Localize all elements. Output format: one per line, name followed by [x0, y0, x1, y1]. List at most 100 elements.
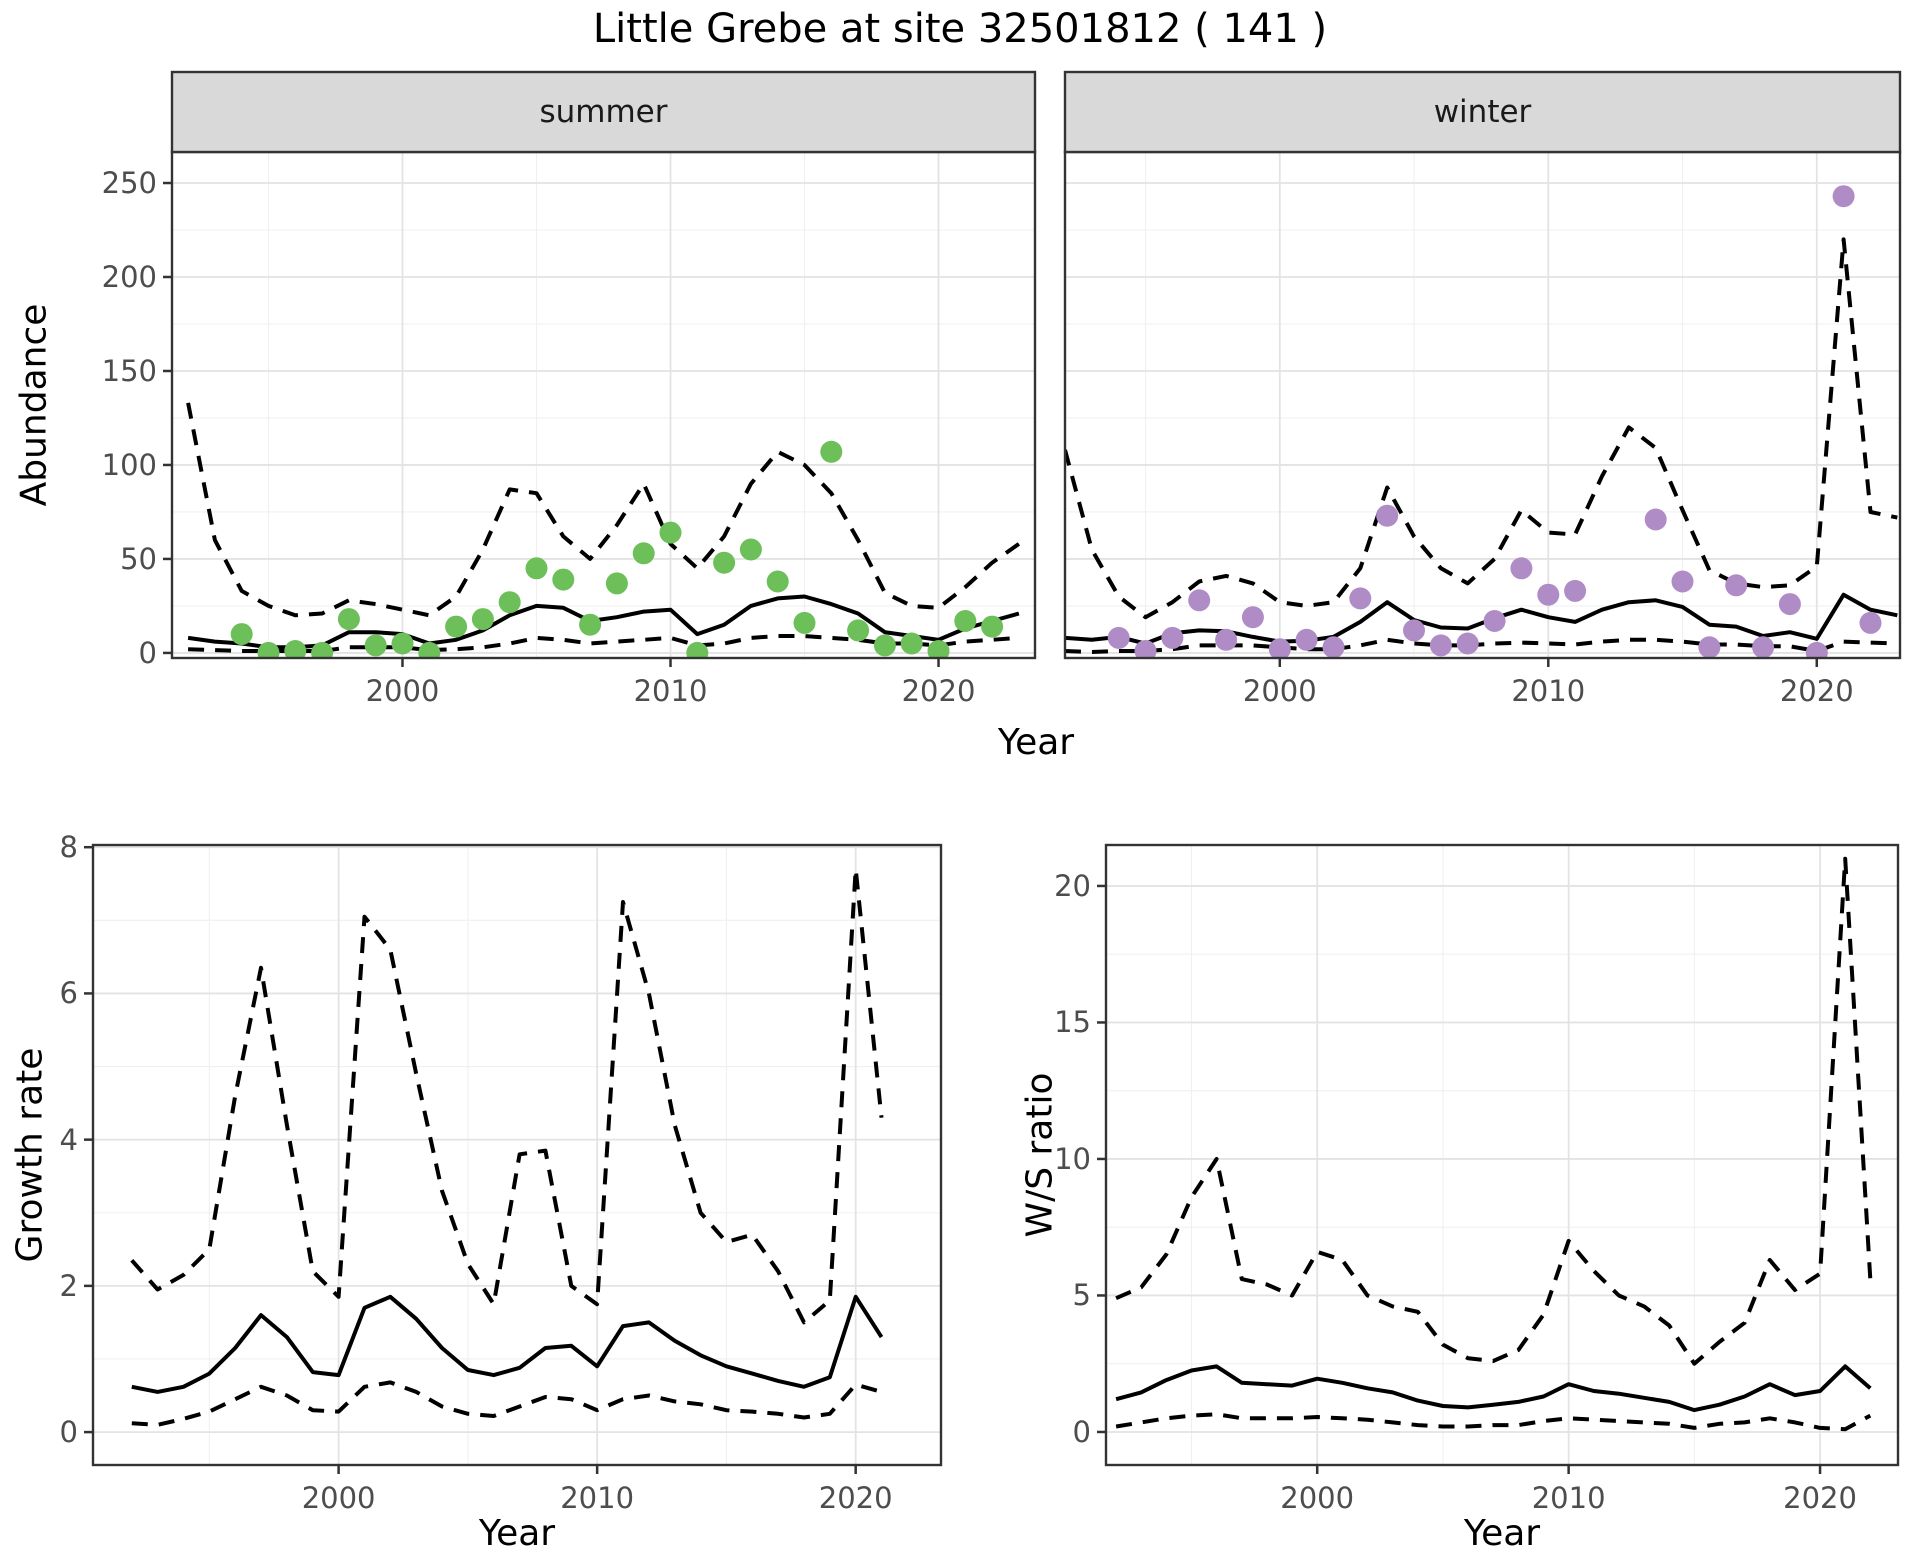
facet-strip [170, 70, 1037, 154]
ws-ratio-lower_95ci-line [1115, 1412, 1872, 1432]
abundance-summer-x-tick-2000: 2000 [365, 674, 440, 708]
abundance-summer-observed-point [605, 572, 628, 595]
growth-rate-y-tick-2: 2 [59, 1268, 78, 1303]
abundance-summer-observed-point [391, 632, 414, 655]
abundance-axis-title: Abundance [13, 303, 55, 507]
abundance-summer-observed-point [284, 640, 307, 658]
abundance-summer-observed-point [793, 611, 816, 634]
abundance-summer-strip-label: summer [539, 94, 668, 130]
abundance-summer-observed-point [632, 542, 655, 565]
abundance-summer-observed-point [337, 608, 360, 631]
abundance-winter-observed-point [1376, 504, 1399, 527]
ws-ratio-upper_95ci-line [1115, 856, 1873, 1366]
abundance-summer-observed-point [525, 557, 548, 580]
abundance-winter-observed-point [1241, 606, 1264, 629]
abundance-winter-observed-point [1322, 636, 1345, 658]
abundance-summer-y-tick-50: 50 [120, 541, 157, 576]
abundance-winter-observed-point [1671, 570, 1694, 593]
abundance-summer-y-tick-100: 100 [101, 447, 157, 482]
growth-rate-y-tick-8: 8 [59, 830, 78, 865]
abundance-winter-observed-point [1349, 587, 1372, 610]
abundance-winter-observed-point [1778, 593, 1801, 616]
abundance-summer-y-tick-150: 150 [101, 353, 157, 388]
abundance-summer-x-tick-2010: 2010 [633, 674, 708, 708]
abundance-summer-observed-point [498, 591, 521, 614]
abundance-winter-observed-point [1134, 640, 1157, 658]
growth-rate-y-tick-0: 0 [59, 1415, 78, 1450]
abundance-summer-panel [163, 70, 1037, 667]
abundance-winter-observed-point [1107, 626, 1130, 649]
ws-ratio-x-tick-2010: 2010 [1531, 1481, 1606, 1515]
growth-rate-y-tick-4: 4 [59, 1122, 78, 1157]
abundance-winter-lower_95ci-line [1065, 637, 1898, 654]
abundance-summer-observed-point [257, 641, 280, 658]
growth-rate-mean-line [131, 1294, 884, 1394]
abundance-summer-observed-point [820, 440, 843, 463]
abundance-summer-observed-point [659, 521, 682, 544]
growth-rate-axis-title: Growth rate [9, 1047, 51, 1263]
abundance-winter-observed-point [1805, 641, 1828, 658]
abundance-winter-observed-point [1725, 574, 1748, 597]
ws-ratio-y-tick-0: 0 [1072, 1414, 1091, 1449]
abundance-winter-observed-point [1483, 610, 1506, 632]
abundance-winter-observed-point [1215, 628, 1238, 651]
abundance-winter-observed-point [1510, 557, 1533, 580]
facet-strip [1063, 70, 1902, 154]
abundance-winter-observed-point [1698, 636, 1721, 658]
abundance-summer-y-tick-250: 250 [101, 166, 157, 200]
abundance-winter-observed-point [1268, 638, 1291, 658]
abundance-winter-mean-line [1065, 592, 1898, 646]
abundance-summer-observed-point [471, 608, 494, 631]
abundance-winter-observed-point [1161, 626, 1184, 649]
abundance-winter-observed-point [1537, 583, 1560, 606]
abundance-summer-observed-point [847, 619, 870, 642]
abundance-summer-y-tick-200: 200 [101, 259, 157, 294]
abundance-summer-observed-point [927, 640, 950, 658]
abundance-summer-x-tick-2020: 2020 [901, 674, 976, 708]
ws-ratio-x-tick-2000: 2000 [1280, 1481, 1355, 1515]
ws-ratio-mean-line [1115, 1364, 1872, 1413]
ws-ratio-panel [1097, 843, 1900, 1474]
growth-rate-x-tick-2020: 2020 [818, 1481, 893, 1515]
abundance-winter-observed-point [1403, 619, 1425, 642]
abundance-winter-observed-point [1564, 579, 1587, 602]
abundance-summer-observed-point [579, 613, 602, 636]
abundance-summer-observed-point [739, 538, 762, 561]
abundance-winter-observed-point [1295, 628, 1318, 651]
growth-rate-y-tick-6: 6 [59, 976, 78, 1011]
growth-rate-upper_95ci-line [130, 867, 884, 1325]
abundance-summer-observed-point [445, 615, 468, 638]
abundance-winter-x-tick-2010: 2010 [1511, 674, 1586, 708]
abundance-summer-observed-point [552, 568, 575, 591]
growth-year-axis-title: Year [478, 1513, 556, 1554]
ws-year-axis-title: Year [1463, 1513, 1541, 1554]
abundance-summer-upper_95ci-line [186, 402, 1021, 618]
abundance-summer-observed-point [418, 641, 441, 658]
abundance-winter-x-tick-2020: 2020 [1779, 674, 1854, 708]
abundance-summer-observed-point [766, 570, 789, 593]
abundance-winter-panel [1063, 70, 1902, 667]
abundance-summer-observed-point [311, 641, 334, 658]
ws-ratio-y-tick-15: 15 [1054, 1005, 1091, 1040]
abundance-summer-observed-point [954, 610, 977, 632]
ws-ratio-x-tick-2020: 2020 [1783, 1481, 1857, 1515]
abundance-winter-x-tick-2000: 2000 [1242, 674, 1317, 708]
abundance-winter-observed-point [1188, 589, 1211, 612]
abundance-winter-upper_95ci-line [1065, 237, 1898, 620]
abundance-summer-observed-point [713, 551, 736, 574]
panel-border [1104, 843, 1900, 1467]
panel-border [91, 843, 943, 1467]
abundance-winter-observed-point [1752, 636, 1775, 658]
ws-ratio-y-tick-10: 10 [1054, 1141, 1091, 1176]
abundance-winter-observed-point [1456, 632, 1479, 655]
growth-rate-x-tick-2010: 2010 [560, 1481, 635, 1515]
abundance-summer-observed-point [981, 615, 1004, 638]
chart-title: Little Grebe at site 32501812 ( 141 ) [592, 6, 1328, 52]
abundance-winter-observed-point [1429, 634, 1452, 657]
abundance-winter-strip-label: winter [1433, 94, 1532, 130]
growth-rate-x-tick-2000: 2000 [301, 1481, 376, 1515]
abundance-summer-observed-point [686, 641, 709, 658]
abundance-summer-observed-point [900, 632, 923, 655]
